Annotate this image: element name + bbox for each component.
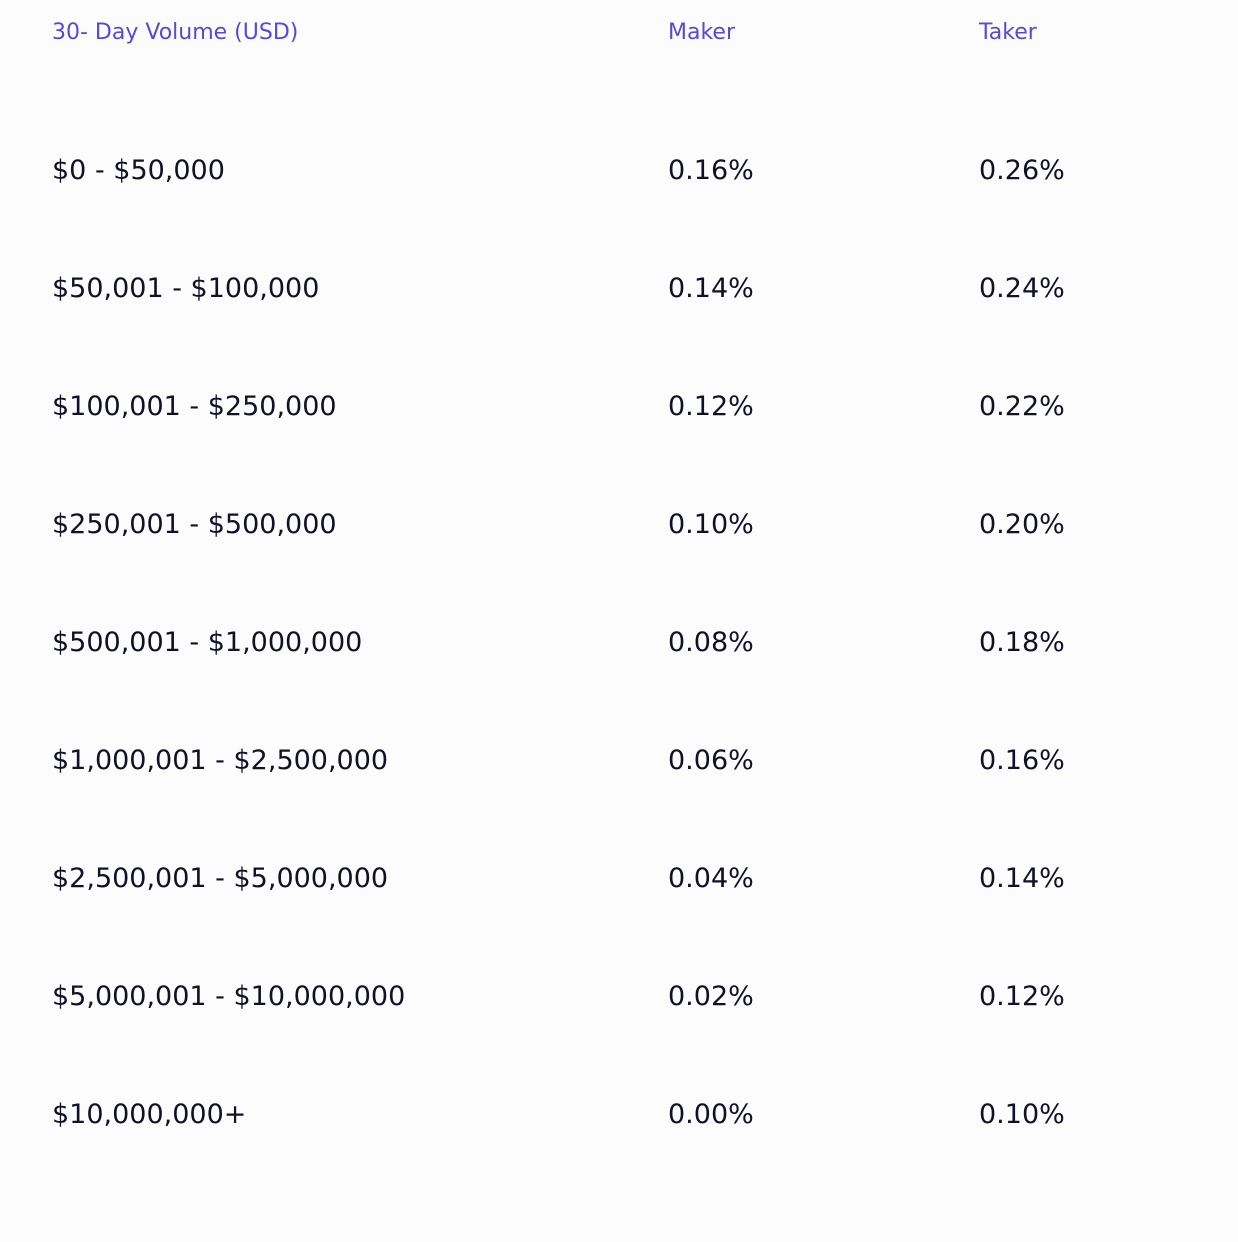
- column-header: Taker: [979, 20, 1037, 45]
- table-cell: 0.04%: [668, 863, 754, 894]
- table-cell: 0.02%: [668, 981, 754, 1012]
- table-cell: 0.16%: [979, 745, 1065, 776]
- table-cell: 0.26%: [979, 155, 1065, 186]
- column-header: Maker: [668, 20, 735, 45]
- table-cell: 0.10%: [979, 1099, 1065, 1130]
- table-cell: 0.18%: [979, 627, 1065, 658]
- table-cell: 0.14%: [979, 863, 1065, 894]
- column-header: 30- Day Volume (USD): [52, 20, 299, 45]
- table-cell: $50,001 - $100,000: [52, 273, 320, 304]
- table-cell: $10,000,000+: [52, 1099, 247, 1130]
- table-cell: 0.14%: [668, 273, 754, 304]
- table-cell: 0.06%: [668, 745, 754, 776]
- table-cell: 0.12%: [979, 981, 1065, 1012]
- table-cell: $5,000,001 - $10,000,000: [52, 981, 406, 1012]
- table-cell: $0 - $50,000: [52, 155, 225, 186]
- table-cell: 0.08%: [668, 627, 754, 658]
- table-cell: $2,500,001 - $5,000,000: [52, 863, 389, 894]
- table-cell: 0.22%: [979, 391, 1065, 422]
- table-cell: 0.16%: [668, 155, 754, 186]
- table-cell: 0.12%: [668, 391, 754, 422]
- table-cell: $500,001 - $1,000,000: [52, 627, 363, 658]
- table-cell: 0.24%: [979, 273, 1065, 304]
- table-cell: 0.00%: [668, 1099, 754, 1130]
- table-cell: $1,000,001 - $2,500,000: [52, 745, 389, 776]
- table-cell: 0.20%: [979, 509, 1065, 540]
- table-cell: 0.10%: [668, 509, 754, 540]
- table-cell: $250,001 - $500,000: [52, 509, 337, 540]
- table-cell: $100,001 - $250,000: [52, 391, 337, 422]
